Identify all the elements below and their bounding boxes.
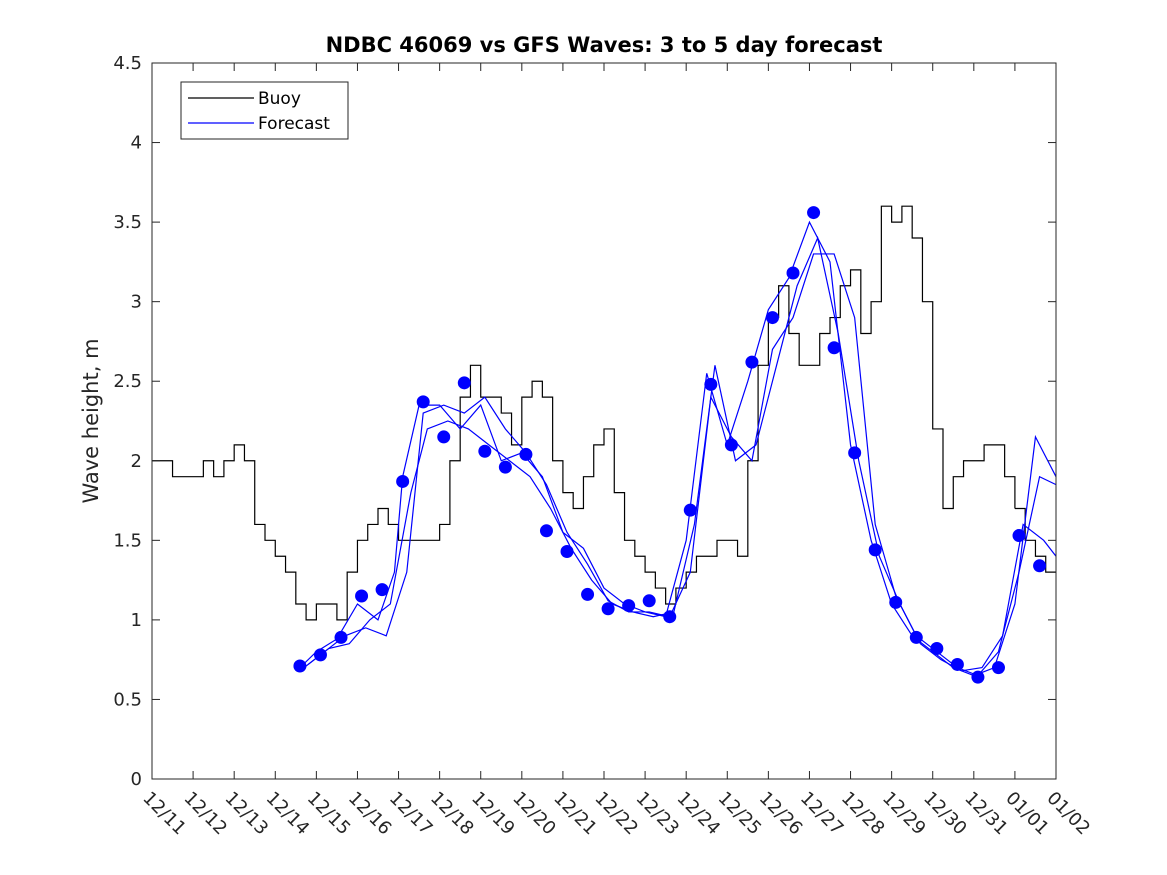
forecast-marker [437,430,451,444]
forecast-marker [396,474,410,488]
forecast-marker [704,377,718,391]
forecast-line [307,236,1056,672]
y-tick-label: 2 [131,451,142,472]
plot-area: 00.511.522.533.544.512/1112/1212/1312/14… [113,53,1094,839]
y-tick-label: 3.5 [113,212,142,233]
forecast-marker [950,657,964,671]
forecast-marker [868,543,882,557]
forecast-marker [375,583,389,597]
forecast-marker [478,444,492,458]
y-tick-label: 3 [131,292,142,313]
forecast-marker [622,599,636,613]
forecast-marker [355,589,369,603]
y-tick-label: 2.5 [113,371,142,392]
forecast-marker [889,595,903,609]
forecast-marker [807,206,821,220]
forecast-marker [560,544,574,558]
y-tick-label: 1.5 [113,530,142,551]
forecast-marker [930,642,944,656]
y-tick-label: 1 [131,610,142,631]
forecast-marker [991,661,1005,675]
axes-background [152,63,1056,779]
forecast-marker [1012,529,1026,543]
forecast-marker [498,460,512,474]
legend: Buoy Forecast [180,81,349,140]
y-tick-label: 0 [131,769,142,790]
forecast-marker [745,355,759,369]
legend-box [180,81,349,140]
chart-title: NDBC 46069 vs GFS Waves: 3 to 5 day fore… [326,33,883,57]
forecast-marker [416,395,430,409]
forecast-marker [313,648,327,662]
forecast-marker [334,630,348,644]
buoy-line [152,205,1016,621]
y-tick-label: 4 [131,133,142,154]
forecast-marker [663,610,677,624]
legend-buoy-label: Buoy [258,89,301,109]
forecast-marker [765,311,779,325]
forecast-marker [909,630,923,644]
forecast-marker [786,266,800,280]
y-tick-label: 4.5 [113,53,142,74]
y-tick-label: 0.5 [113,689,142,710]
forecast-marker [601,602,615,616]
forecast-marker [293,659,307,673]
forecast-marker [457,376,471,390]
series-group [152,205,1056,684]
y-axis-label: Wave height, m [79,338,103,503]
forecast-marker [539,524,553,538]
forecast-marker [642,594,656,608]
forecast-marker [1033,559,1047,573]
forecast-marker [724,438,738,452]
forecast-marker [519,447,533,461]
legend-forecast-label: Forecast [258,114,330,134]
buoy-line [1014,507,1056,573]
forecast-marker [971,670,985,684]
forecast-marker [848,446,862,460]
forecast-marker [683,503,697,517]
forecast-marker [581,587,595,601]
forecast-marker [827,341,841,355]
